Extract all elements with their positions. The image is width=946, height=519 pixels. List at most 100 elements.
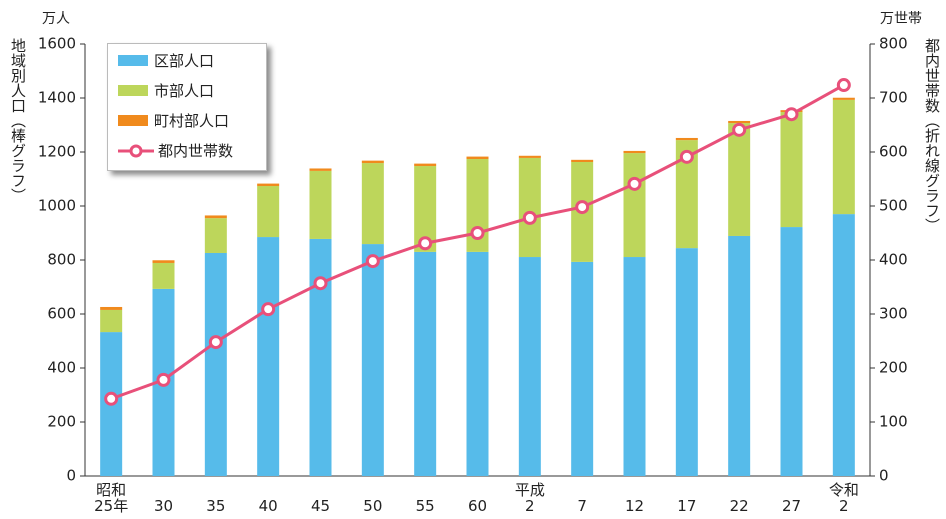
bar-segment [361,160,384,164]
bar-segment [414,163,437,167]
line-point [836,78,851,93]
bar-segment [728,235,751,476]
y2-tick-label: 700 [879,89,908,107]
bar-segment [518,257,541,476]
y-tick-label: 800 [47,251,76,269]
bar-segment [309,170,332,239]
bar-segment [257,186,280,238]
legend-swatch [118,85,148,96]
bar-segment [518,157,541,258]
line-point [679,149,694,164]
x-tick-label: 22 [729,497,749,515]
bar-segment [571,159,594,162]
bar-segment [309,168,332,171]
y-tick-label: 600 [47,305,76,323]
bar-segment [571,261,594,476]
y-tick-label: 1000 [38,197,76,215]
y2-tick-label: 400 [879,251,908,269]
legend-item: 町村部人口 [118,110,229,131]
bar-segment [100,306,123,310]
y-tick-label: 1400 [38,89,76,107]
x-tick-label: 50 [363,497,383,515]
bar-segment [623,150,646,154]
y2-tick-label: 200 [879,359,908,377]
legend-swatch [118,115,148,126]
bar-segment [152,262,175,289]
y2-axis-title: 都内世帯数（折れ線グラフ） [923,38,941,233]
line-point [575,200,590,215]
bar-segment [414,251,437,476]
x-tick-label: 昭和 25年 [94,481,129,515]
bar-segment [675,140,698,249]
legend-item: 市部人口 [118,80,214,101]
x-tick-label: 17 [677,497,697,515]
y-tick-label: 1600 [38,35,76,53]
y2-tick-label: 300 [879,305,908,323]
x-tick-label: 令和 2 [828,481,859,515]
legend: 区部人口市部人口町村部人口都内世帯数 [107,43,267,171]
line-point [365,254,380,269]
bar-segment [675,248,698,476]
bar-segment [361,163,384,245]
x-tick-label: 55 [415,497,435,515]
legend-swatch [118,144,154,158]
bar-segment [152,260,175,263]
bar-segment [257,237,280,476]
bar-segment [832,99,855,215]
bar-segment [414,166,437,252]
bar-segment [623,153,646,258]
legend-swatch [118,55,148,66]
y2-tick-label: 0 [879,467,889,485]
bar-segment [832,214,855,476]
legend-label: 都内世帯数 [158,142,234,160]
bar-segment [204,218,227,253]
line-point [418,236,433,251]
line-point [104,391,119,406]
bar-segment [780,112,803,228]
line-point [732,122,747,137]
y2-tick-label: 800 [879,35,908,53]
legend-label: 市部人口 [154,82,215,100]
bar-segment [623,257,646,476]
bar-segment [466,251,489,476]
x-tick-label: 7 [577,497,587,515]
x-tick-label: 35 [206,497,226,515]
x-tick-label: 45 [310,497,331,515]
x-tick-label: 30 [153,497,174,515]
bar-segment [518,155,541,158]
line-point [313,276,328,291]
legend-item: 区部人口 [118,50,214,71]
legend-label: 区部人口 [154,52,215,70]
legend-label: 町村部人口 [154,112,230,130]
line-point [627,176,642,191]
y-tick-label: 0 [66,467,76,485]
y2-tick-label: 100 [879,413,908,431]
line-point [522,210,537,225]
y2-unit: 万世帯 [880,11,922,27]
x-tick-label: 27 [781,497,802,515]
bar-segment [100,309,123,333]
x-tick-label: 40 [258,497,278,515]
y2-tick-label: 500 [879,197,908,215]
y-tick-label: 400 [47,359,76,377]
bar-segment [780,227,803,476]
bar-segment [204,252,227,476]
line-point [261,302,276,317]
bar-segment [728,120,751,124]
y-tick-label: 200 [47,413,76,431]
x-tick-label: 12 [624,497,645,515]
legend-item: 都内世帯数 [118,140,233,161]
y-unit: 万人 [42,11,70,27]
line-point [784,107,799,122]
y-axis-title: 地域別人口（棒グラフ） [9,38,27,203]
bar-segment [204,215,227,219]
bar-segment [309,238,332,476]
bar-segment [832,97,855,100]
x-tick-label: 60 [467,497,488,515]
y2-tick-label: 600 [879,143,908,161]
y-tick-label: 1200 [38,143,76,161]
bar-segment [257,183,280,187]
bar-segment [361,244,384,476]
